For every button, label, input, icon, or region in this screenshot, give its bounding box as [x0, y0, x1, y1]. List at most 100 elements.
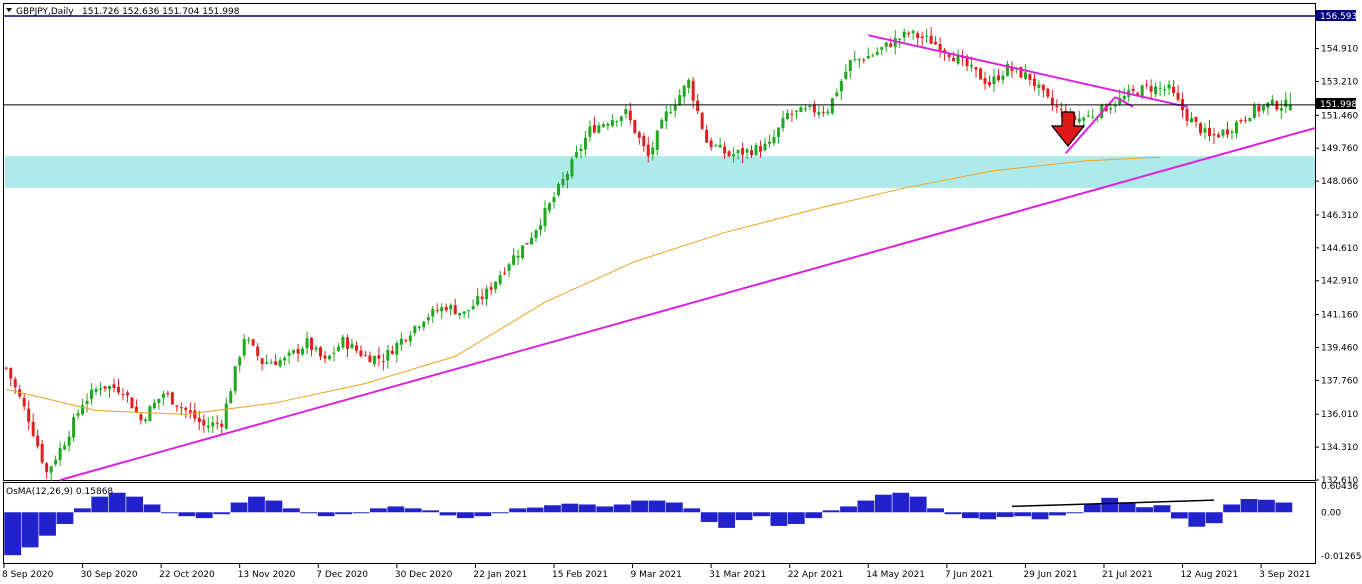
candle-body — [588, 126, 591, 136]
time-tick-label: 3 Sep 2021 — [1259, 570, 1310, 580]
candle-body — [817, 112, 820, 115]
candle-body — [826, 112, 829, 114]
candle-body — [1190, 118, 1193, 122]
candle-body — [719, 145, 722, 148]
candle-body — [786, 113, 789, 119]
osma-bar — [1258, 500, 1275, 512]
candle-body — [916, 33, 919, 38]
candle-body — [184, 408, 187, 411]
candle-body — [324, 356, 327, 359]
candle-body — [463, 311, 466, 313]
candle-body — [54, 460, 57, 465]
top-price-tag-label: 156.593 — [1320, 12, 1357, 22]
candle-body — [104, 386, 107, 388]
candle-body — [970, 65, 973, 67]
candle-body — [880, 47, 883, 50]
osma-bar — [736, 512, 753, 520]
candle-body — [1212, 134, 1215, 135]
osma-bar — [283, 508, 300, 512]
candle-body — [750, 150, 753, 155]
candle-body — [386, 350, 389, 361]
candle-body — [1150, 86, 1153, 92]
osma-bar — [387, 506, 404, 512]
osma-bar — [596, 506, 613, 512]
ohlc-readout: 151.726 152.636 151.704 151.998 — [82, 7, 240, 17]
candle-body — [1087, 115, 1090, 116]
candle-body — [139, 414, 142, 420]
candle-body — [50, 466, 53, 472]
candle-body — [1199, 123, 1202, 133]
candle-body — [23, 398, 26, 406]
osma-bar — [126, 497, 143, 513]
osma-bar — [753, 512, 770, 516]
time-tick-label: 7 Jun 2021 — [945, 570, 993, 580]
candle-body — [144, 419, 147, 421]
candle-body — [1033, 78, 1036, 86]
candle-body — [368, 356, 371, 363]
candle-body — [1195, 117, 1198, 122]
price-axis: 154.910 153.210 151.460 149.760 148.060 146.3… — [1315, 45, 1358, 486]
candle-body — [431, 309, 434, 317]
price-tick-label: 141.160 — [1321, 311, 1358, 321]
candle-body — [1262, 106, 1265, 111]
candle-body — [247, 340, 250, 341]
candle-body — [804, 108, 807, 109]
candle-body — [274, 361, 277, 365]
candle-body — [59, 448, 62, 460]
price-panel-frame — [4, 4, 1316, 481]
candle-body — [952, 58, 955, 61]
candle-body — [714, 145, 717, 146]
price-tick-label: 146.310 — [1321, 211, 1358, 221]
candle-body — [175, 405, 178, 406]
osma-bar — [22, 512, 39, 547]
osma-bar — [1223, 504, 1240, 512]
osma-bar — [474, 512, 491, 516]
candle-body — [499, 275, 502, 284]
candle-body — [1024, 72, 1027, 78]
candle-body — [570, 159, 573, 176]
osma-bar — [1084, 504, 1101, 512]
candle-body — [1168, 84, 1171, 88]
candle-body — [1271, 100, 1274, 104]
price-tick-label: 154.910 — [1321, 45, 1358, 55]
candle-body — [153, 403, 156, 409]
candle-body — [728, 151, 731, 156]
candle-body — [27, 409, 30, 422]
candle-body — [211, 422, 214, 426]
candle-body — [858, 59, 861, 60]
candle-body — [445, 307, 448, 310]
candle-body — [36, 436, 39, 447]
osma-bar — [962, 512, 979, 518]
osma-bar — [1241, 499, 1258, 512]
candle-body — [521, 245, 524, 258]
candle-body — [1280, 108, 1283, 110]
candle-body — [687, 80, 690, 88]
candle-body — [261, 358, 264, 364]
candle-body — [764, 144, 767, 151]
candle-body — [1221, 130, 1224, 136]
candle-body — [1046, 89, 1049, 97]
candle-body — [364, 355, 367, 356]
candle-body — [620, 116, 623, 121]
osma-bar — [805, 512, 822, 518]
price-tick-label: 153.210 — [1321, 77, 1358, 87]
candle-body — [844, 72, 847, 79]
candle-body — [705, 130, 708, 143]
price-tick-label: 148.060 — [1321, 177, 1358, 187]
candle-body — [840, 81, 843, 91]
candle-body — [243, 339, 246, 355]
candle-body — [988, 82, 991, 85]
candle-body — [279, 360, 282, 366]
candle-body — [121, 394, 124, 395]
candle-body — [746, 149, 749, 152]
candle-body — [32, 422, 35, 436]
candle-body — [737, 150, 740, 153]
candle-body — [975, 67, 978, 70]
candle-body — [876, 52, 879, 55]
candle-body — [790, 114, 793, 115]
candle-body — [831, 98, 834, 113]
time-tick-label: 7 Dec 2020 — [316, 570, 368, 580]
price-tick-label: 136.010 — [1321, 410, 1358, 420]
osma-bar — [213, 512, 230, 514]
osma-axis: 0.604360.00-0.01265 — [1321, 482, 1361, 562]
